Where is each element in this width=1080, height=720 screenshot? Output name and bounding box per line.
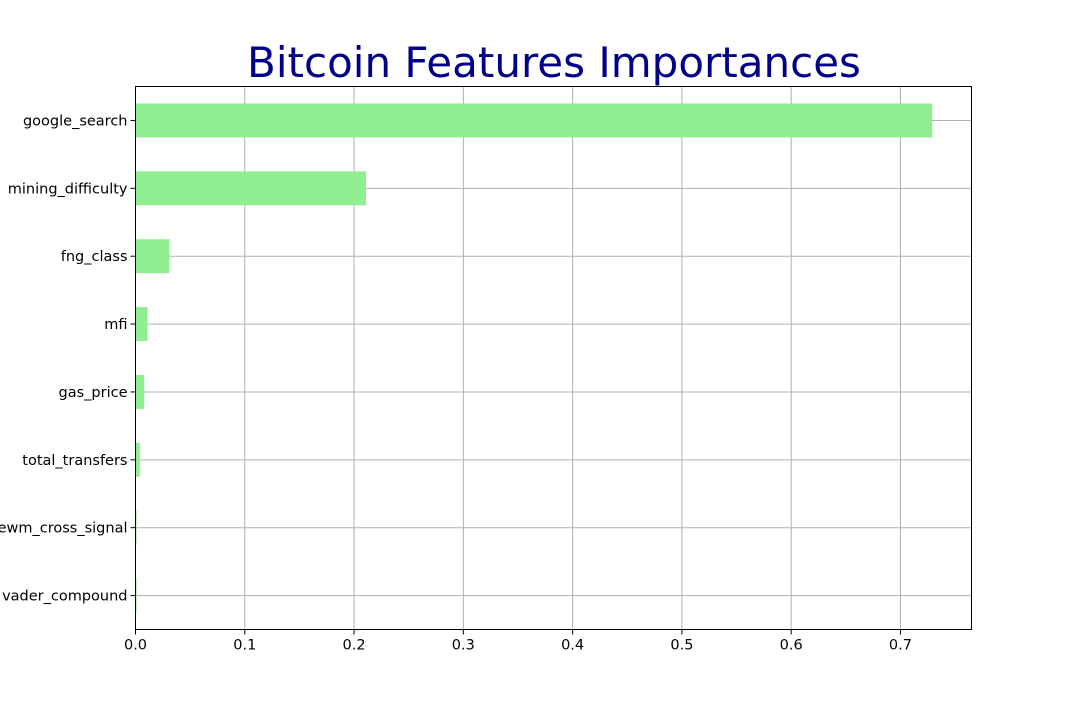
bar-ewm-cross-signal xyxy=(135,510,137,545)
bar-mfi xyxy=(135,307,148,342)
x-tick-label: 0.5 xyxy=(670,638,693,654)
bar-google-search xyxy=(135,103,933,138)
bars xyxy=(135,103,933,613)
y-tick-label: fng_class xyxy=(61,249,128,265)
x-tick-label: 0.3 xyxy=(452,638,475,654)
y-tick-label: google_search xyxy=(23,113,128,129)
chart-title: Bitcoin Features Importances xyxy=(247,38,861,87)
x-tick-label: 0.7 xyxy=(889,638,912,654)
bar-gas-price xyxy=(135,374,145,409)
y-tick-label: total_transfers xyxy=(22,453,127,469)
bar-vader-compound xyxy=(135,578,137,613)
bar-fng-class xyxy=(135,239,170,274)
y-tick-label: mfi xyxy=(104,317,127,333)
y-tick-label: mining_difficulty xyxy=(8,181,128,197)
x-tick-label: 0.4 xyxy=(561,638,584,654)
x-tick-label: 0.1 xyxy=(233,638,256,654)
x-tick-label: 0.2 xyxy=(343,638,366,654)
plot-frame xyxy=(135,86,972,630)
bar-mining-difficulty xyxy=(135,171,367,206)
y-tick-label: ewm_cross_signal xyxy=(0,521,128,537)
x-tick-labels: 0.0 0.1 0.2 0.3 0.4 0.5 0.6 0.7 xyxy=(124,629,912,654)
x-tick-label: 0.6 xyxy=(780,638,803,654)
bar-total-transfers xyxy=(135,442,140,477)
y-tick-label: vader_compound xyxy=(2,589,127,605)
y-tick-label: gas_price xyxy=(59,385,128,401)
y-tick-labels: google_search mining_difficulty fng_classm… xyxy=(0,113,136,605)
x-tick-label: 0.0 xyxy=(124,638,147,654)
grid-lines xyxy=(135,86,972,630)
